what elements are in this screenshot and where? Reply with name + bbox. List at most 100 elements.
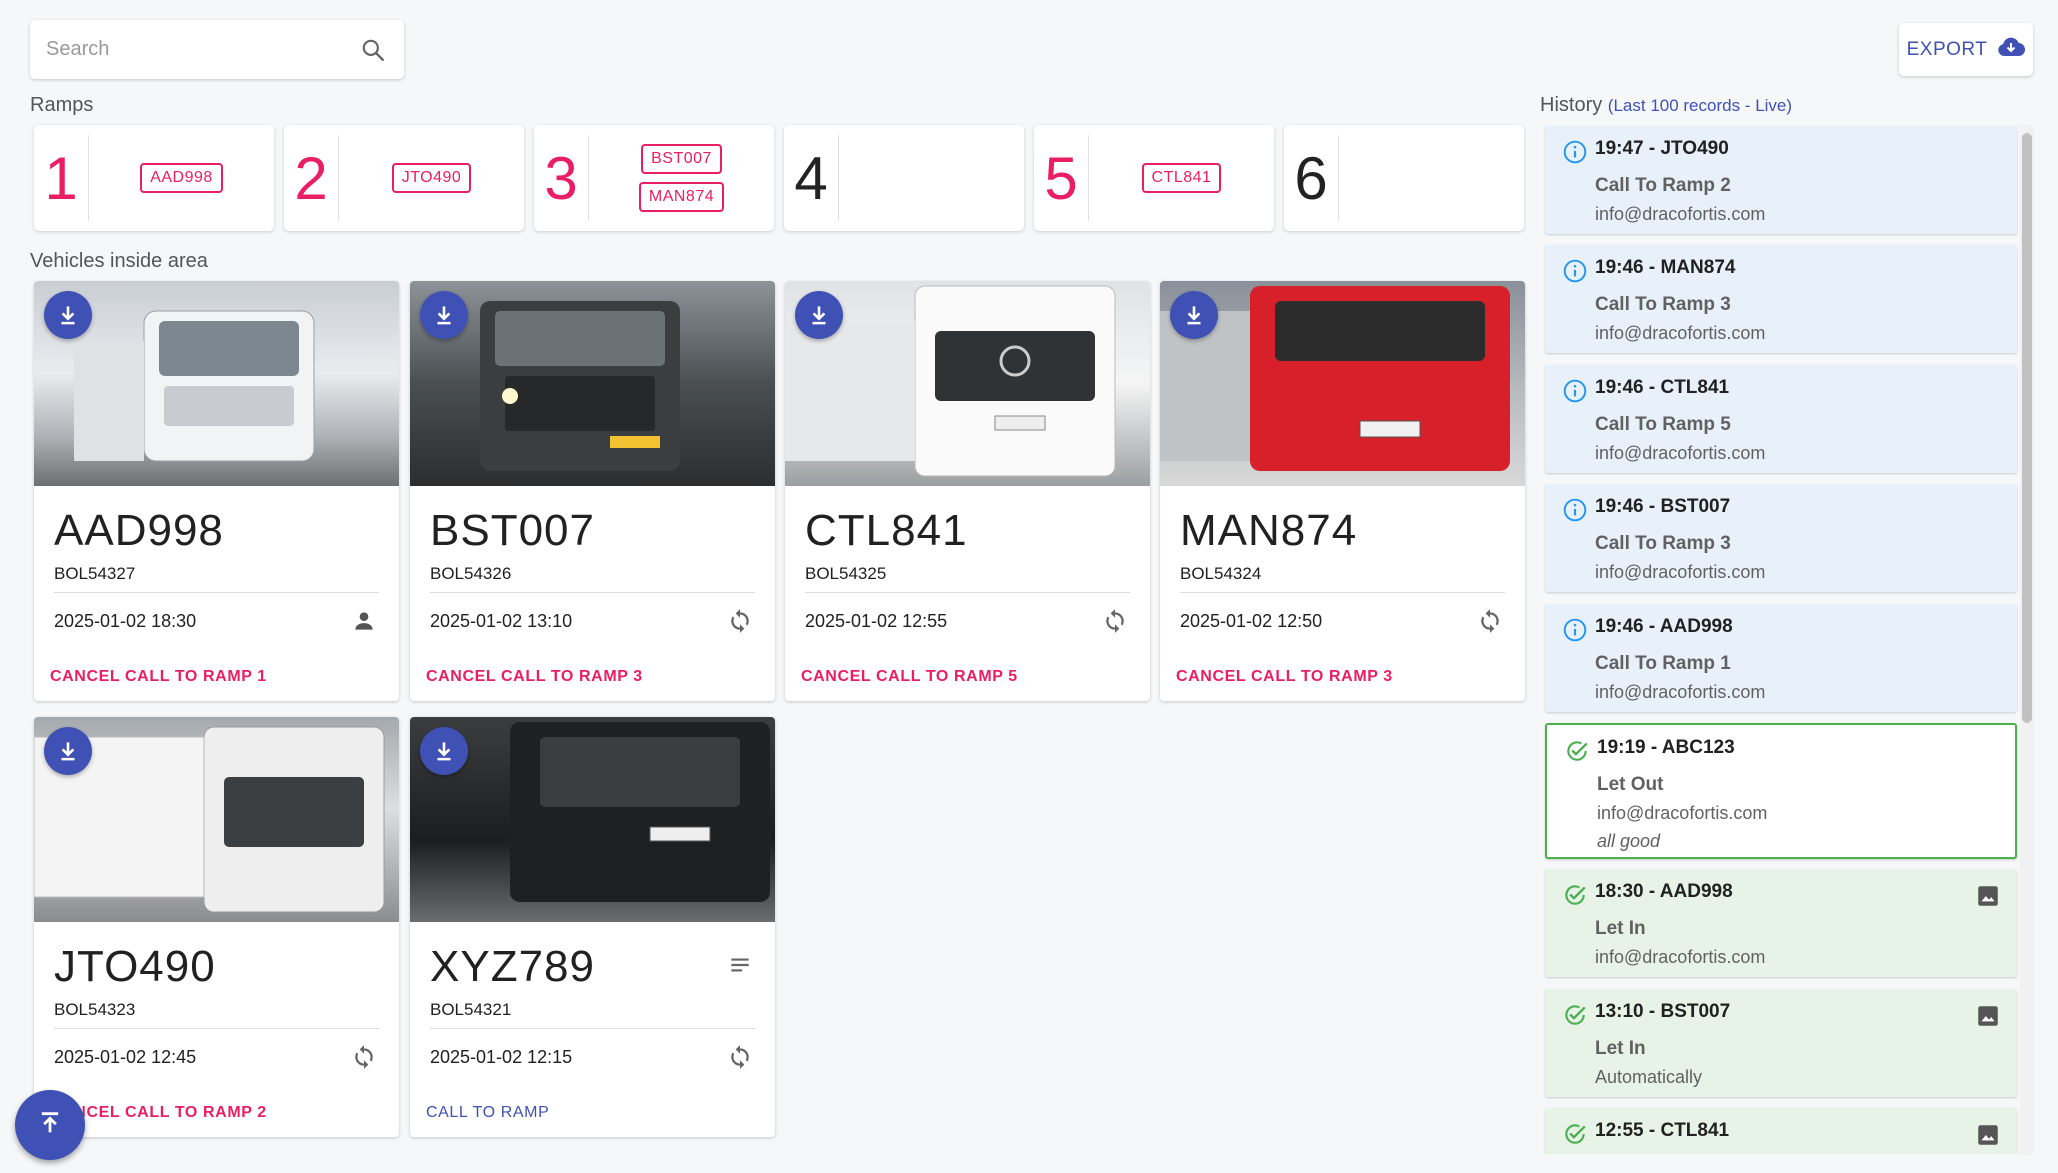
download-icon[interactable] (1170, 291, 1218, 339)
image-icon[interactable] (1973, 1120, 2003, 1150)
info-icon (1561, 257, 1589, 285)
download-icon[interactable] (420, 727, 468, 775)
ramp-card-2[interactable]: 2 JTO490 (284, 125, 524, 231)
divider (1180, 592, 1505, 593)
truck-photo (410, 717, 775, 922)
vehicle-bol: BOL54323 (54, 1000, 136, 1019)
history-item[interactable]: 19:46 - MAN874 Call To Ramp 3 info@draco… (1545, 245, 2017, 353)
history-head: 19:47 - JTO490 (1595, 138, 1729, 159)
vehicle-time: 2025-01-02 12:50 (1180, 611, 1323, 631)
sync-icon[interactable] (1475, 606, 1505, 636)
vehicle-time: 2025-01-02 12:55 (805, 611, 948, 631)
ramp-plate[interactable]: AAD998 (140, 163, 223, 193)
truck-photo (785, 281, 1150, 486)
cloud-download-icon (1997, 36, 2026, 64)
ramp-plate[interactable]: CTL841 (1141, 163, 1222, 193)
history-item[interactable]: 18:30 - AAD998 Let In info@dracofortis.c… (1545, 869, 2017, 977)
vehicle-plate: BST007 (430, 506, 595, 555)
ramp-card-4[interactable]: 4 (784, 125, 1024, 231)
truck-photo (410, 281, 775, 486)
ramp-plate[interactable]: MAN874 (638, 182, 725, 212)
vehicle-card[interactable]: AAD998 BOL54327 2025-01-02 18:30 CANCEL … (34, 281, 399, 701)
divider (54, 592, 379, 593)
history-item[interactable]: 13:10 - BST007 Let In Automatically (1545, 989, 2017, 1097)
history-item[interactable]: 19:46 - CTL841 Call To Ramp 5 info@draco… (1545, 365, 2017, 473)
history-list: 19:47 - JTO490 Call To Ramp 2 info@draco… (1541, 124, 2021, 1154)
vehicle-plate: XYZ789 (430, 942, 595, 991)
history-head: 12:55 - CTL841 (1595, 1120, 1730, 1141)
info-icon (1561, 496, 1589, 524)
history-user: info@dracofortis.com (1595, 947, 1766, 967)
history-action: Let Out (1597, 774, 1664, 795)
history-head: 19:46 - BST007 (1595, 496, 1731, 517)
vehicle-plate: MAN874 (1180, 506, 1358, 555)
info-icon (1561, 138, 1589, 166)
vehicle-card[interactable]: BST007 BOL54326 2025-01-02 13:10 CANCEL … (410, 281, 775, 701)
vehicle-bol: BOL54321 (430, 1000, 512, 1019)
history-scrollbar[interactable] (2022, 133, 2032, 723)
vehicle-card[interactable]: XYZ789 BOL54321 2025-01-02 12:15 CALL TO… (410, 717, 775, 1137)
vehicle-bol: BOL54327 (54, 564, 136, 583)
ramp-number: 4 (784, 135, 839, 221)
sync-icon[interactable] (349, 1042, 379, 1072)
vehicle-time: 2025-01-02 13:10 (430, 611, 573, 631)
vehicles-heading: Vehicles inside area (30, 250, 208, 272)
vehicle-card[interactable]: JTO490 BOL54323 2025-01-02 12:45 CANCEL … (34, 717, 399, 1137)
ramp-number: 1 (34, 135, 89, 221)
cancel-call-button[interactable]: CANCEL CALL TO RAMP 1 (50, 668, 267, 685)
notes-icon[interactable] (725, 950, 755, 980)
scroll-top-button[interactable] (15, 1090, 85, 1160)
export-button[interactable]: EXPORT (1899, 23, 2033, 76)
history-user: info@dracofortis.com (1595, 204, 1766, 224)
ramp-plate[interactable]: BST007 (641, 144, 722, 174)
check-circle-icon (1561, 1120, 1589, 1148)
cancel-call-button[interactable]: CANCEL CALL TO RAMP 2 (50, 1104, 267, 1121)
ramp-card-1[interactable]: 1 AAD998 (34, 125, 274, 231)
download-icon[interactable] (44, 727, 92, 775)
history-head: 18:30 - AAD998 (1595, 881, 1733, 902)
history-action: Call To Ramp 2 (1595, 175, 1731, 196)
info-icon (1561, 616, 1589, 644)
history-action: Call To Ramp 3 (1595, 533, 1731, 554)
history-item[interactable]: 19:47 - JTO490 Call To Ramp 2 info@draco… (1545, 126, 2017, 234)
ramp-plate[interactable]: JTO490 (391, 163, 472, 193)
cancel-call-button[interactable]: CANCEL CALL TO RAMP 3 (1176, 668, 1393, 685)
history-subtitle: (Last 100 records - Live) (1607, 96, 1793, 115)
history-action: Call To Ramp 1 (1595, 653, 1731, 674)
history-action: Call To Ramp 5 (1595, 414, 1731, 435)
ramp-number: 5 (1034, 135, 1089, 221)
search-input[interactable] (46, 38, 358, 61)
image-icon[interactable] (1973, 881, 2003, 911)
vehicle-plate: CTL841 (805, 506, 968, 555)
truck-illustration (785, 285, 1116, 477)
call-to-ramp-button[interactable]: CALL TO RAMP (426, 1104, 550, 1121)
export-label: EXPORT (1906, 38, 1988, 60)
vehicle-card[interactable]: MAN874 BOL54324 2025-01-02 12:50 CANCEL … (1160, 281, 1525, 701)
history-item[interactable]: 12:55 - CTL841 (1545, 1108, 2017, 1154)
ramp-number: 6 (1284, 135, 1339, 221)
sync-icon[interactable] (725, 1042, 755, 1072)
check-circle-icon (1561, 1001, 1589, 1029)
ramp-card-5[interactable]: 5 CTL841 (1034, 125, 1274, 231)
person-icon[interactable] (349, 606, 379, 636)
download-icon[interactable] (420, 291, 468, 339)
sync-icon[interactable] (1100, 606, 1130, 636)
search-icon[interactable] (358, 35, 388, 65)
image-icon[interactable] (1973, 1001, 2003, 1031)
history-item[interactable]: 19:19 - ABC123 Let Out info@dracofortis.… (1545, 723, 2017, 859)
vehicle-bol: BOL54325 (805, 564, 887, 583)
ramp-card-6[interactable]: 6 (1284, 125, 1524, 231)
cancel-call-button[interactable]: CANCEL CALL TO RAMP 5 (801, 668, 1018, 685)
truck-photo (1160, 281, 1525, 486)
download-icon[interactable] (795, 291, 843, 339)
sync-icon[interactable] (725, 606, 755, 636)
history-item[interactable]: 19:46 - BST007 Call To Ramp 3 info@draco… (1545, 484, 2017, 592)
vehicle-bol: BOL54326 (430, 564, 512, 583)
download-icon[interactable] (44, 291, 92, 339)
ramp-card-3[interactable]: 3 BST007 MAN874 (534, 125, 774, 231)
vehicle-card[interactable]: CTL841 BOL54325 2025-01-02 12:55 CANCEL … (785, 281, 1150, 701)
history-item[interactable]: 19:46 - AAD998 Call To Ramp 1 info@draco… (1545, 604, 2017, 712)
search-box[interactable] (30, 20, 404, 79)
truck-illustration (480, 301, 680, 471)
cancel-call-button[interactable]: CANCEL CALL TO RAMP 3 (426, 668, 643, 685)
